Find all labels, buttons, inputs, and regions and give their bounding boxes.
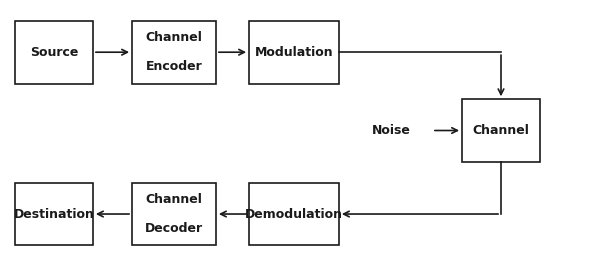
Text: Channel: Channel bbox=[473, 124, 529, 137]
Bar bbox=[462, 99, 540, 162]
Bar bbox=[249, 21, 339, 84]
Bar bbox=[249, 183, 339, 245]
Bar bbox=[132, 21, 216, 84]
Text: Modulation: Modulation bbox=[254, 46, 334, 59]
Text: Noise: Noise bbox=[372, 124, 411, 137]
Text: Source: Source bbox=[30, 46, 78, 59]
Bar bbox=[15, 21, 93, 84]
Text: Destination: Destination bbox=[14, 207, 94, 221]
Bar bbox=[15, 183, 93, 245]
Text: Channel: Channel bbox=[146, 193, 202, 206]
Text: Encoder: Encoder bbox=[146, 60, 202, 73]
Text: Demodulation: Demodulation bbox=[245, 207, 343, 221]
Text: Channel: Channel bbox=[146, 31, 202, 44]
Text: Decoder: Decoder bbox=[145, 222, 203, 235]
Bar bbox=[132, 183, 216, 245]
